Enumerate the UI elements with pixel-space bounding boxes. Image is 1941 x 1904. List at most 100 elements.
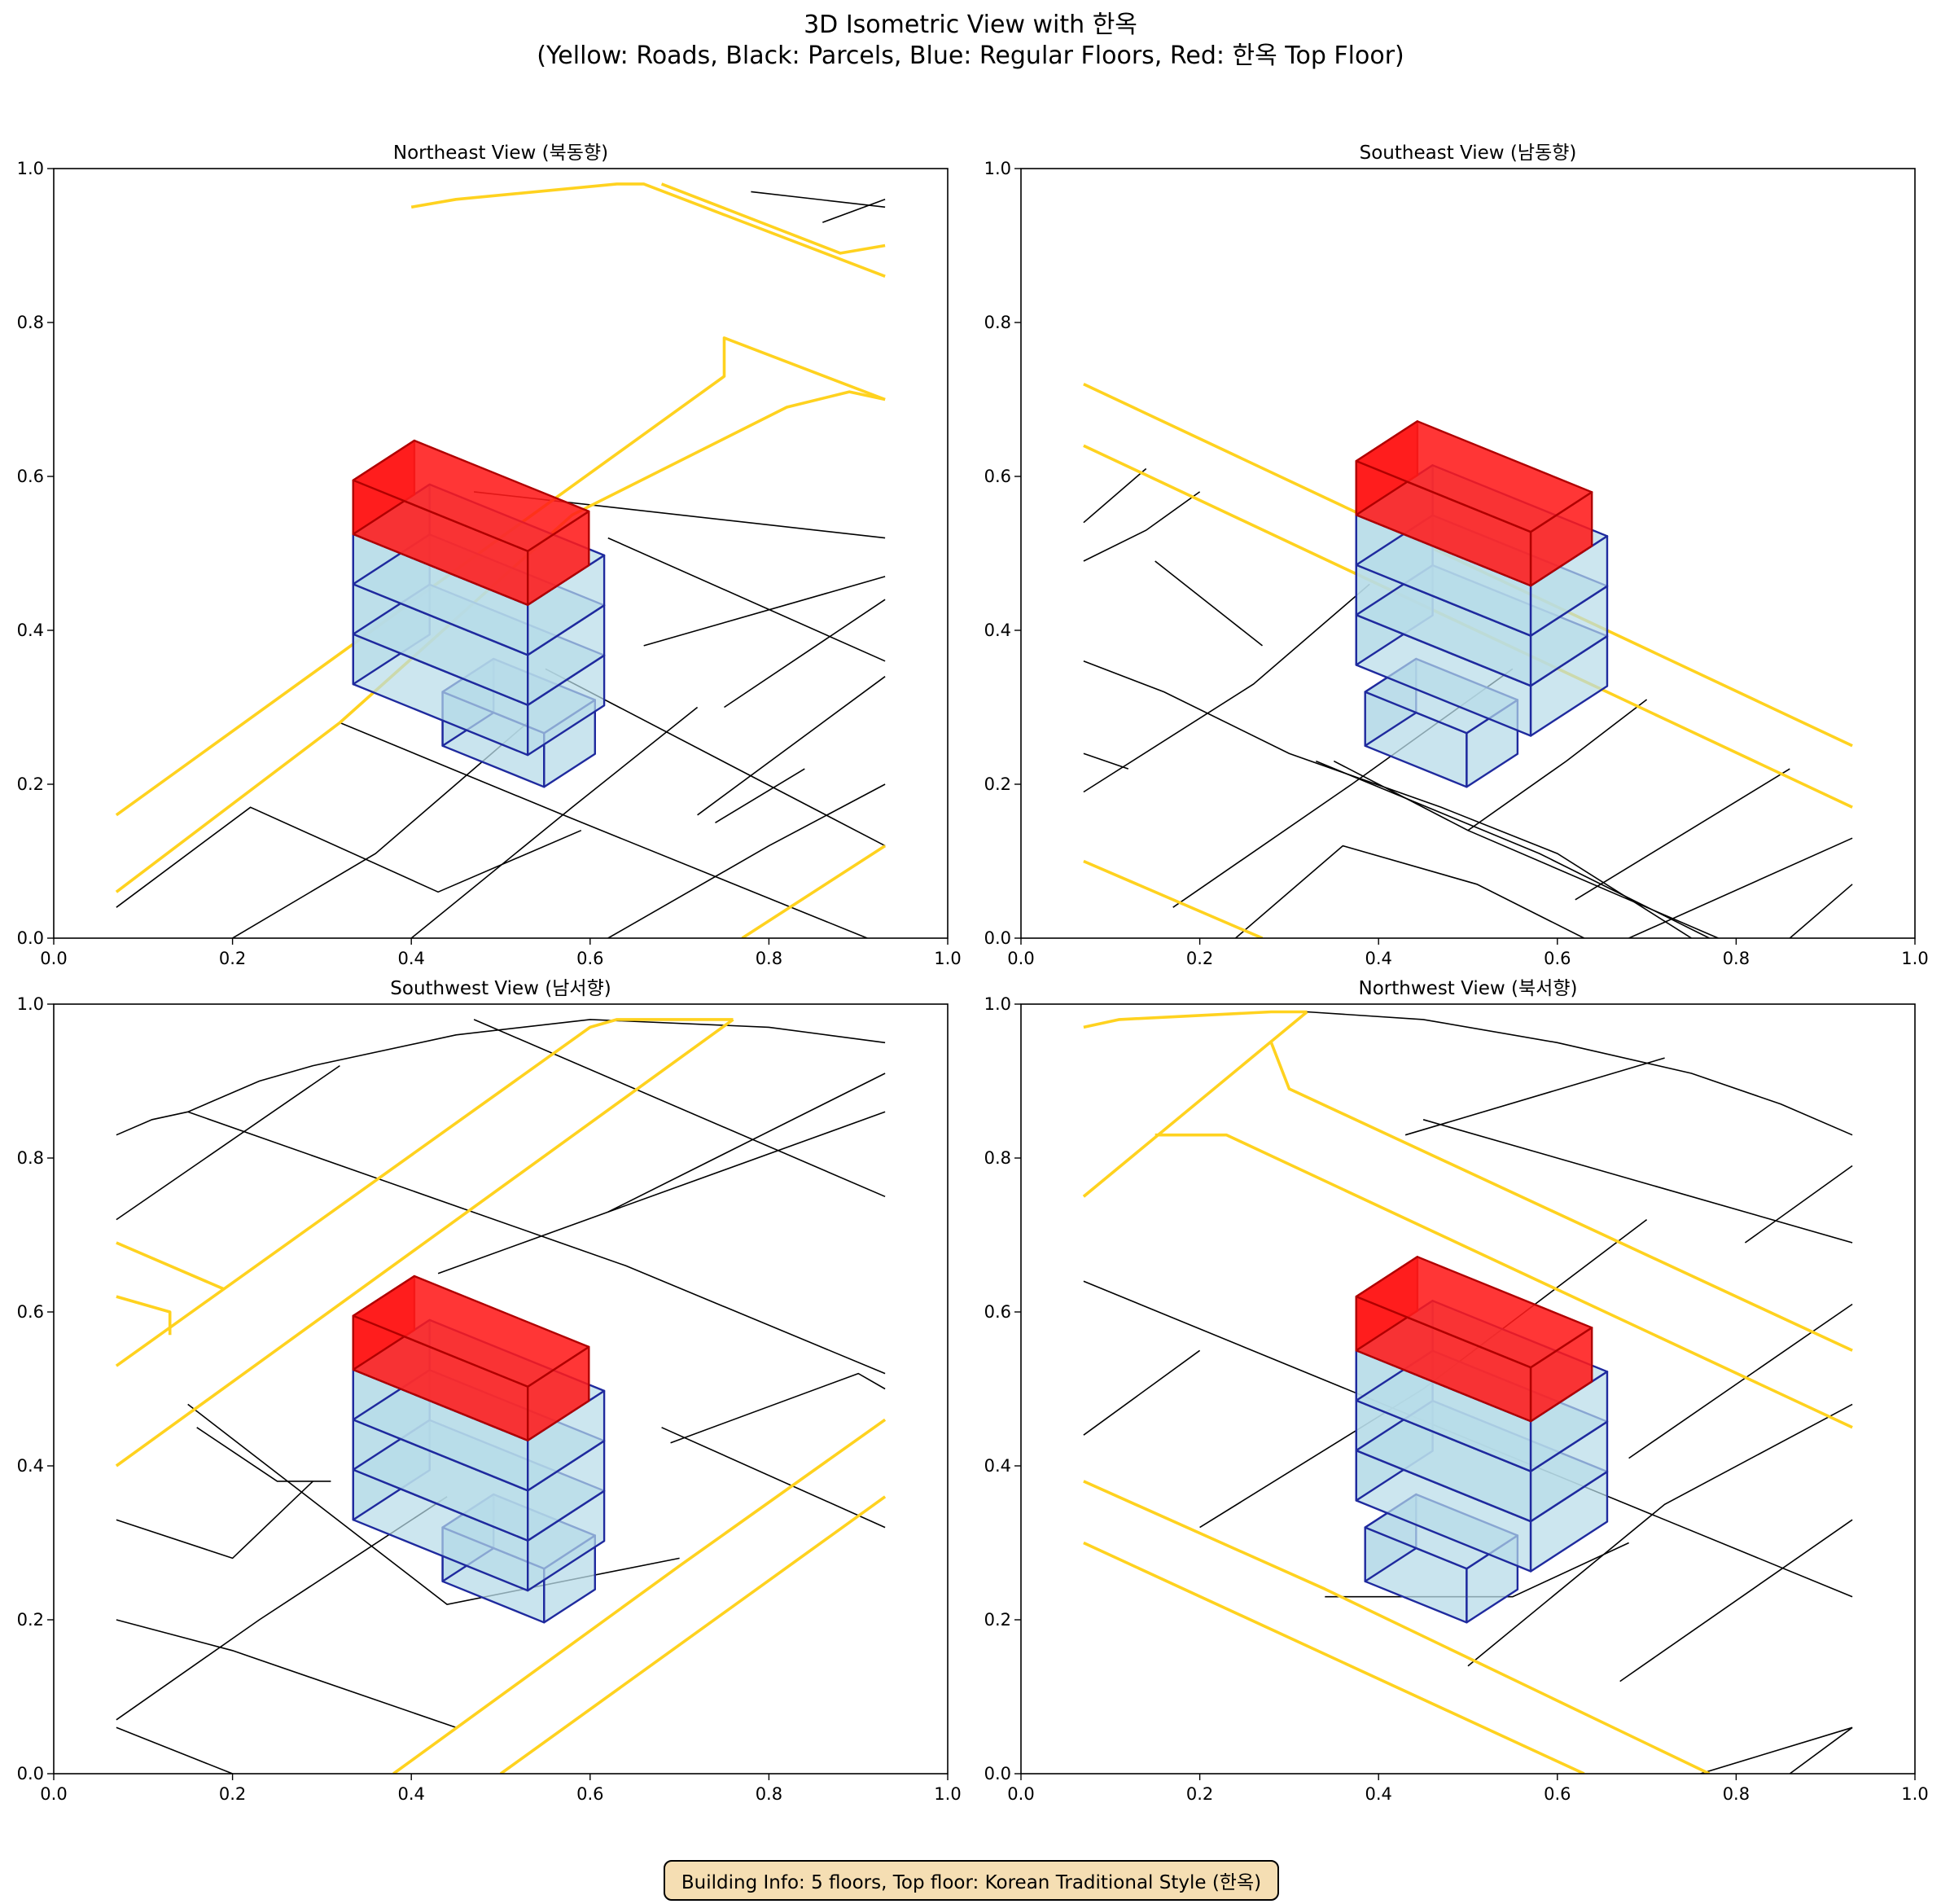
road-line — [410, 182, 886, 278]
road-line — [115, 1018, 734, 1467]
y-tick-label: 0.8 — [17, 1148, 44, 1168]
road-line — [392, 1418, 887, 1774]
building — [1355, 1256, 1609, 1624]
road-line — [1083, 1010, 1308, 1029]
parcel-line — [697, 676, 886, 816]
x-tick-label: 0.4 — [1365, 949, 1391, 968]
x-tick-label: 0.4 — [397, 949, 424, 968]
parcel-line — [1083, 467, 1147, 524]
parcel-line — [1422, 1119, 1853, 1244]
building — [352, 1274, 606, 1624]
y-tick-label: 0.8 — [17, 313, 44, 332]
figure-title-line1: 3D Isometric View with 한옥 — [804, 11, 1137, 39]
panel-4: 0.0 0.2 0.4 0.6 0.8 1.0 0.0 0.2 0.4 0.6 0.8 1.0 Nort… — [984, 978, 1929, 1804]
x-tick-label: 0.2 — [219, 1784, 246, 1804]
road-line — [116, 1295, 172, 1336]
y-tick-label: 0.2 — [17, 774, 44, 794]
parcel-line — [1619, 1519, 1853, 1682]
parcel-line — [340, 722, 868, 938]
parcel-line — [1467, 1403, 1853, 1667]
building-info-box: Building Info: 5 floors, Top floor: Kore… — [664, 1860, 1279, 1901]
x-tick-label: 0.8 — [1723, 949, 1750, 968]
road-line — [116, 1241, 225, 1291]
x-tick-label: 0.0 — [40, 949, 67, 968]
parcel-line — [1083, 1349, 1201, 1436]
y-tick-label: 0.0 — [17, 928, 44, 948]
panel-title: Southwest View (남서향) — [390, 978, 611, 999]
plot-area — [115, 182, 887, 938]
road-line — [1083, 1480, 1711, 1774]
parcel-line — [116, 1726, 233, 1774]
panel-3: 0.0 0.2 0.4 0.6 0.8 1.0 0.0 0.2 0.4 0.6 0.8 1.0 Sout… — [17, 978, 962, 1804]
x-tick-label: 0.2 — [1186, 1784, 1213, 1804]
parcel-line — [116, 1619, 457, 1729]
hanok-top-floor-face-3 — [1355, 1256, 1593, 1369]
y-tick-label: 0.6 — [984, 1302, 1011, 1322]
panel-title: Southeast View (남동향) — [1360, 143, 1577, 164]
parcel-line — [724, 599, 886, 709]
y-tick-label: 0.8 — [984, 1148, 1011, 1168]
parcel-line — [1333, 699, 1648, 831]
y-tick-label: 0.8 — [984, 313, 1011, 332]
parcel-line — [1325, 1542, 1629, 1598]
parcel-line — [1789, 1726, 1853, 1774]
figure-title-line2: (Yellow: Roads, Black: Parcels, Blue: Re… — [537, 42, 1404, 70]
y-tick-label: 0.0 — [984, 928, 1011, 948]
parcel-line — [607, 1073, 886, 1213]
parcel-line — [116, 1496, 448, 1721]
y-tick-label: 0.4 — [984, 621, 1011, 640]
axes-frame — [53, 1003, 949, 1775]
y-tick-label: 0.6 — [17, 1302, 44, 1322]
parcel-line — [1083, 491, 1201, 562]
parcel-line — [187, 1111, 886, 1375]
x-tick-label: 0.2 — [219, 949, 246, 968]
panel-title: Northeast View (북동향) — [393, 143, 608, 164]
road-line — [499, 1495, 887, 1774]
x-tick-label: 1.0 — [1901, 949, 1928, 968]
parcel-line — [643, 576, 886, 647]
panel-2: 0.0 0.2 0.4 0.6 0.8 1.0 0.0 0.2 0.4 0.6 0.8 1.0 Sout… — [984, 143, 1929, 968]
road-line — [115, 1018, 734, 1367]
x-tick-label: 0.2 — [1186, 949, 1213, 968]
parcel-line — [1404, 1057, 1665, 1136]
x-tick-label: 1.0 — [934, 949, 961, 968]
parcel-line — [116, 1019, 886, 1136]
x-tick-label: 0.6 — [576, 1784, 603, 1804]
parcel-line — [410, 706, 699, 938]
plot-area — [1082, 1010, 1853, 1774]
x-tick-label: 1.0 — [934, 1784, 961, 1804]
x-tick-label: 0.0 — [40, 1784, 67, 1804]
x-tick-label: 1.0 — [1901, 1784, 1928, 1804]
hanok-top-floor-face-3 — [352, 439, 590, 552]
parcel-line — [116, 1064, 340, 1221]
hanok-top-floor-face-3 — [1355, 420, 1593, 533]
parcel-line — [1083, 752, 1129, 770]
road-line — [1082, 1011, 1308, 1198]
parcel-line — [1307, 1011, 1853, 1136]
road-line — [660, 182, 886, 255]
parcel-line — [1083, 660, 1692, 938]
y-tick-label: 1.0 — [984, 994, 1011, 1014]
parcel-line — [1628, 837, 1853, 938]
y-tick-label: 0.4 — [17, 621, 44, 640]
x-tick-label: 0.6 — [1544, 1784, 1571, 1804]
parcel-line — [116, 806, 582, 908]
parcel-line — [196, 1427, 331, 1482]
parcel-line — [822, 199, 886, 223]
hanok-top-floor-face-3 — [352, 1274, 590, 1388]
parcel-line — [751, 191, 886, 208]
y-tick-label: 0.6 — [17, 467, 44, 486]
parcel-line — [661, 1427, 886, 1529]
parcel-line — [1789, 884, 1853, 938]
road-line — [1269, 1042, 1853, 1352]
parcel-line — [232, 722, 528, 938]
parcel-line — [607, 537, 886, 662]
road-line — [1155, 1133, 1853, 1429]
road-line — [1083, 859, 1264, 938]
x-tick-label: 0.0 — [1007, 1784, 1034, 1804]
x-tick-label: 0.6 — [576, 949, 603, 968]
y-tick-label: 0.2 — [984, 774, 1011, 794]
parcel-line — [1700, 1726, 1853, 1774]
parcel-line — [607, 783, 886, 938]
parcel-line — [1155, 560, 1263, 647]
